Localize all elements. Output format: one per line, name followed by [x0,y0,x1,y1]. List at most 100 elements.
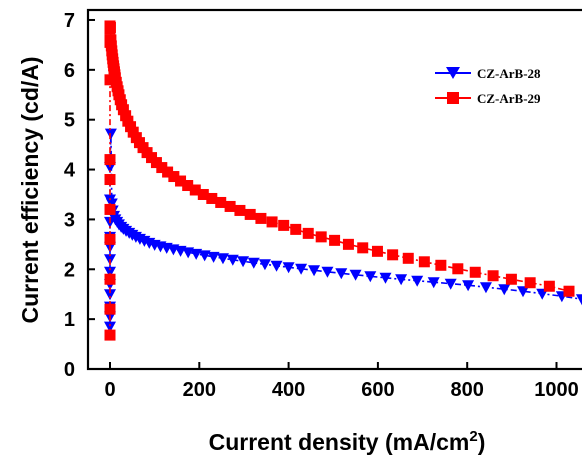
data-point-cz-arb-29 [266,216,278,228]
series-line-cz-arb-28 [109,133,582,327]
data-point-cz-arb-28 [349,269,362,281]
data-point-cz-arb-29 [435,259,447,271]
y-tick-label: 0 [64,359,75,381]
data-point-cz-arb-29 [371,245,383,257]
data-point-cz-arb-29 [469,266,481,278]
x-tick-label: 400 [272,379,305,401]
data-point-cz-arb-29 [162,166,174,178]
y-tick-label: 4 [64,160,76,182]
data-point-cz-arb-28 [104,266,116,278]
data-point-cz-arb-29 [255,212,267,224]
data-point-cz-arb-29 [234,204,246,216]
x-tick-label: 0 [104,379,115,401]
y-tick-label: 6 [64,60,75,82]
data-point-cz-arb-29 [117,104,129,116]
data-point-cz-arb-28 [498,284,511,296]
data-point-cz-arb-29 [329,234,341,246]
data-point-cz-arb-28 [198,250,211,262]
data-point-cz-arb-28 [207,251,220,263]
data-point-cz-arb-29 [563,285,575,297]
legend-marker-cz-arb-28 [446,67,460,79]
data-point-cz-arb-29 [524,277,536,289]
data-point-cz-arb-28 [462,280,475,292]
data-point-cz-arb-29 [182,180,194,192]
data-point-cz-arb-29 [175,175,187,187]
data-point-cz-arb-29 [104,154,116,166]
data-point-cz-arb-28 [282,262,295,274]
data-point-cz-arb-29 [278,219,290,231]
plot-frame [86,8,582,371]
data-point-cz-arb-28 [190,248,203,260]
y-axis-title: Current efficiency (cd/A) [17,56,43,323]
y-tick-label: 2 [64,259,75,281]
data-point-cz-arb-29 [215,196,227,208]
data-point-cz-arb-28 [335,268,348,280]
data-point-cz-arb-29 [189,184,201,196]
data-point-cz-arb-28 [364,271,377,283]
data-point-cz-arb-28 [411,275,424,287]
data-point-cz-arb-28 [379,272,392,284]
data-point-cz-arb-29 [505,273,517,285]
data-point-cz-arb-28 [258,259,271,271]
data-point-cz-arb-29 [452,263,464,275]
data-point-cz-arb-29 [105,34,117,46]
data-point-cz-arb-29 [543,280,555,292]
data-point-cz-arb-28 [104,321,116,333]
y-tick-label: 7 [64,10,75,32]
data-point-cz-arb-28 [308,265,321,277]
x-tick-label: 600 [361,379,394,401]
data-point-cz-arb-29 [487,270,499,282]
data-point-cz-arb-29 [168,171,180,183]
data-point-cz-arb-28 [295,263,308,275]
data-point-cz-arb-29 [402,252,414,264]
x-tick-label: 200 [183,379,216,401]
legend-entry-cz-arb-28: CZ-ArB-28 [435,66,541,81]
series-layer [104,20,582,341]
data-point-cz-arb-28 [444,278,457,290]
data-point-cz-arb-29 [302,227,314,239]
data-point-cz-arb-28 [479,282,492,294]
data-point-cz-arb-28 [247,257,260,269]
x-tick-label: 800 [451,379,484,401]
legend-entry-cz-arb-29: CZ-ArB-29 [435,91,541,106]
legend: CZ-ArB-28 CZ-ArB-29 [435,66,541,106]
data-point-cz-arb-28 [226,254,239,266]
data-point-cz-arb-29 [104,303,116,315]
data-point-cz-arb-29 [387,249,399,261]
data-point-cz-arb-28 [575,294,582,306]
data-point-cz-arb-29 [104,233,116,245]
data-point-cz-arb-28 [427,277,440,289]
data-point-cz-arb-29 [104,273,116,285]
data-point-cz-arb-29 [197,188,209,200]
data-point-cz-arb-28 [270,260,283,272]
data-point-cz-arb-29 [342,238,354,250]
y-tick-label: 1 [64,309,75,331]
data-point-cz-arb-29 [156,162,168,174]
data-point-cz-arb-29 [224,200,236,212]
data-point-cz-arb-29 [104,329,116,341]
legend-marker-cz-arb-29 [447,92,459,104]
data-point-cz-arb-28 [216,253,229,265]
data-point-cz-arb-29 [418,256,430,268]
axes-layer: 0 200 400 600 800 1000 0 1 2 3 4 5 6 7 [64,10,579,401]
data-point-cz-arb-28 [104,289,116,301]
y-tick-label: 5 [64,110,75,132]
data-point-cz-arb-29 [290,223,302,235]
data-point-cz-arb-29 [357,242,369,254]
x-axis-title: Current density (mA/cm2) [209,428,486,455]
data-point-cz-arb-28 [321,266,334,278]
data-point-cz-arb-28 [395,274,408,286]
data-point-cz-arb-29 [315,231,327,243]
legend-label-cz-arb-28: CZ-ArB-28 [477,66,541,81]
data-point-cz-arb-28 [517,286,530,298]
data-point-cz-arb-29 [104,203,116,215]
data-point-cz-arb-28 [104,128,117,140]
data-point-cz-arb-28 [237,256,250,268]
data-point-cz-arb-29 [244,208,256,220]
data-point-cz-arb-29 [206,192,218,204]
data-point-cz-arb-29 [104,174,116,186]
y-tick-label: 3 [64,209,75,231]
data-point-cz-arb-29 [104,21,116,33]
x-tick-label: 1000 [534,379,579,401]
